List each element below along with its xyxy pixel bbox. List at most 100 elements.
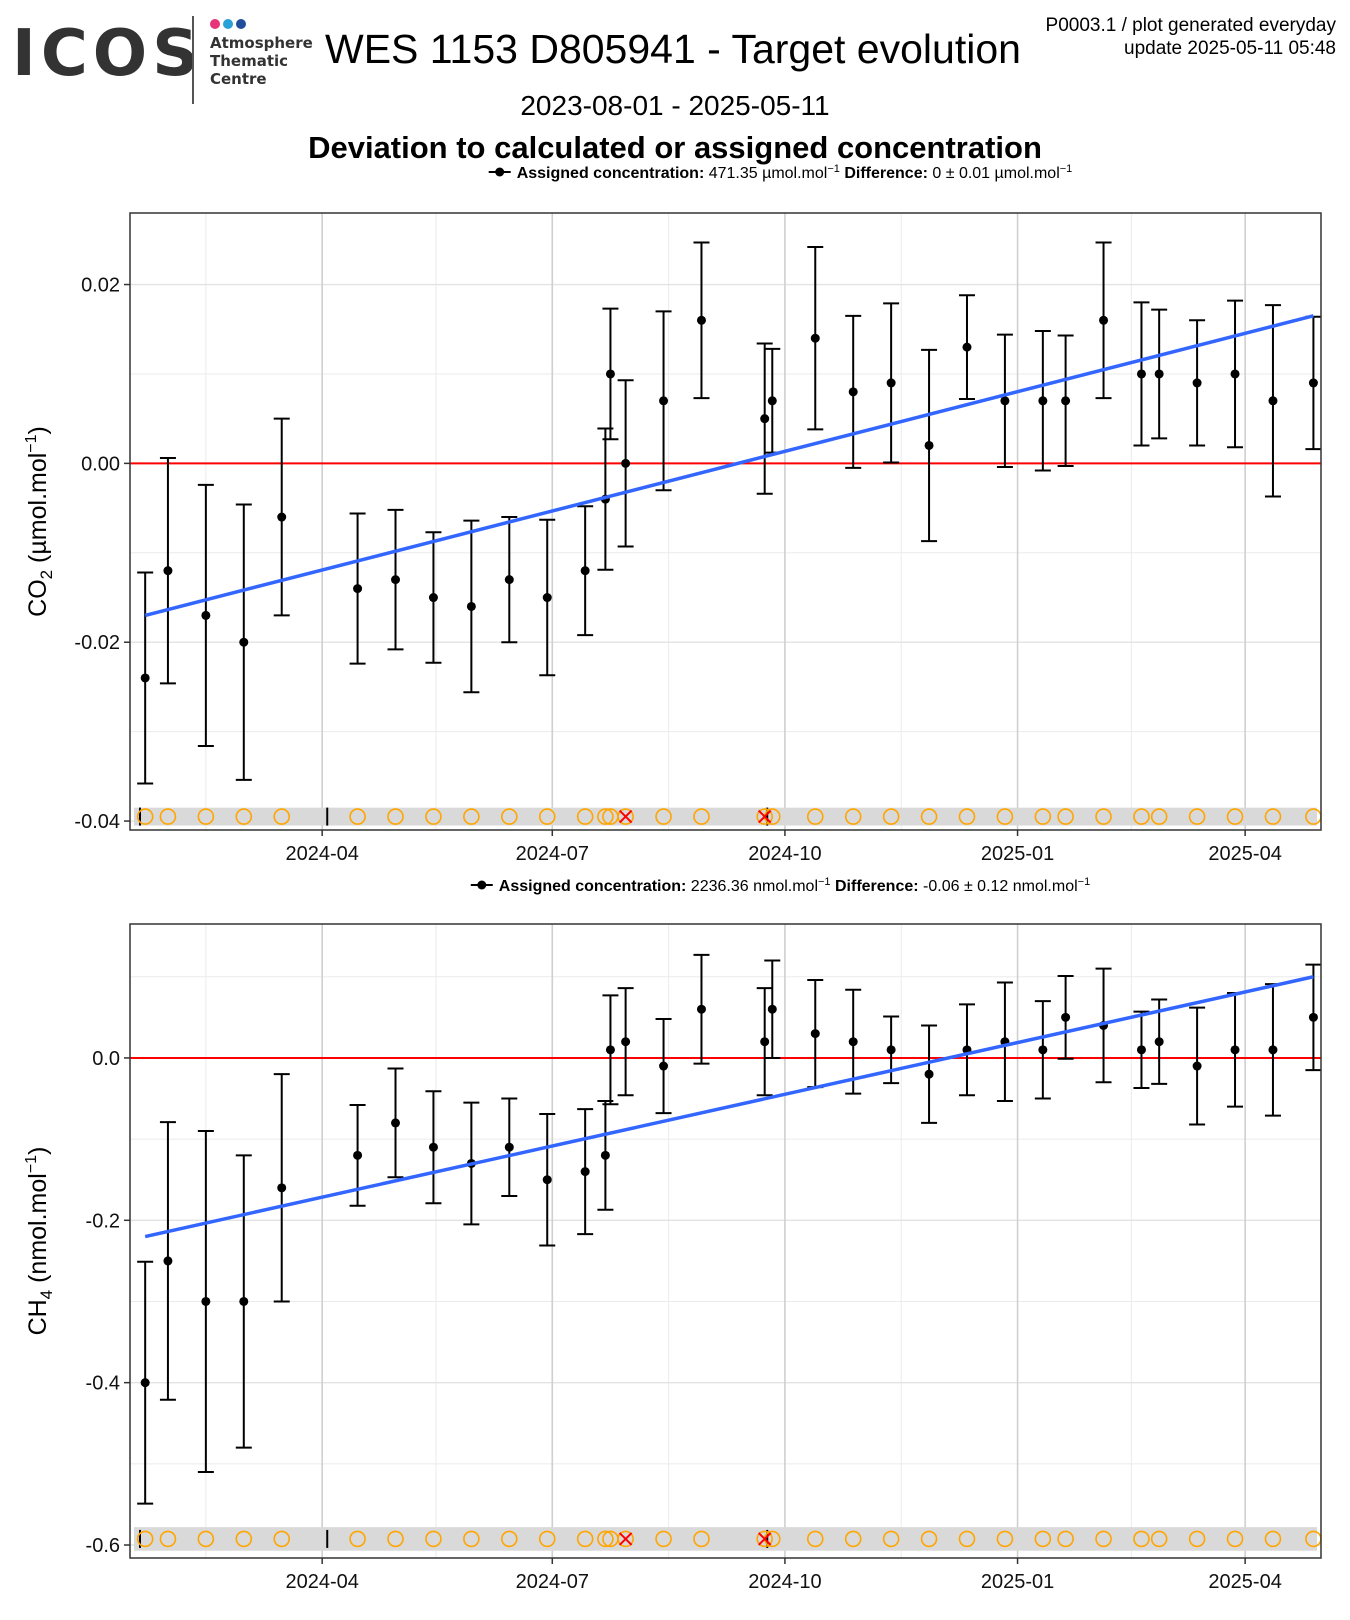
legend-text: Assigned concentration: 2236.36 nmol.mol… <box>499 876 1090 895</box>
data-point <box>848 1037 858 1047</box>
flag-circle <box>756 808 773 825</box>
data-point <box>428 593 438 603</box>
flag-circle <box>920 808 938 825</box>
flag-circle <box>1226 808 1244 825</box>
logo-dot-cyan <box>223 19 233 29</box>
flag-circle <box>136 1530 154 1548</box>
legend-text: Assigned concentration: 471.35 µmol.mol−… <box>517 163 1073 182</box>
logo-wordmark: ICOS <box>12 17 204 91</box>
data-point <box>1154 369 1164 379</box>
data-point <box>1038 1045 1048 1055</box>
data-point <box>239 1296 249 1306</box>
data-point <box>466 601 476 611</box>
data-point <box>428 1142 438 1152</box>
flag-band <box>134 807 1317 826</box>
flag-circle <box>197 808 215 825</box>
data-point <box>767 1004 777 1014</box>
data-point <box>1308 1012 1318 1022</box>
data-point <box>1192 378 1202 388</box>
flag-circle <box>1133 808 1150 825</box>
flag-circle <box>1188 808 1206 825</box>
data-point <box>1154 1037 1164 1047</box>
legend: Assigned concentration: 2236.36 nmol.mol… <box>470 876 1090 895</box>
data-point <box>886 1045 896 1055</box>
flag-circle <box>1226 1530 1244 1548</box>
y-tick-label: -0.2 <box>86 1210 120 1232</box>
data-point <box>239 637 249 647</box>
flag-cross <box>757 1532 772 1546</box>
flag-circle <box>387 1530 404 1548</box>
data-point <box>140 1378 150 1388</box>
flag-circle <box>235 1530 253 1548</box>
flag-circle <box>756 1530 773 1548</box>
logo-divider <box>192 16 194 104</box>
flag-band <box>134 1527 1317 1551</box>
x-tick-label: 2024-07 <box>516 1571 589 1593</box>
plot-id-line: P0003.1 / plot generated everyday <box>1045 15 1336 36</box>
flag-circle <box>463 1530 480 1548</box>
y-axis-label: CO2 (µmol.mol−1) <box>23 426 56 617</box>
y-axis-label: CH4 (nmol.mol−1) <box>23 1147 56 1336</box>
data-point <box>580 1167 590 1177</box>
data-point <box>163 566 173 576</box>
data-point <box>848 387 858 397</box>
flag-circle <box>1034 1530 1052 1548</box>
flag-circle <box>425 808 442 825</box>
x-tick-label: 2025-01 <box>981 843 1054 865</box>
flag-circle <box>693 1530 710 1548</box>
plot-meta: P0003.1 / plot generated everyday update… <box>1046 14 1336 60</box>
data-point <box>1136 369 1146 379</box>
data-point <box>1099 315 1109 325</box>
plot-border <box>129 212 1322 831</box>
flag-circle <box>1095 1530 1112 1548</box>
flag-cross <box>618 809 633 824</box>
chart-panel-ch4: 0.0 -0.2 -0.4 -0.6 2024-04 2024-07 2024-10 2025… <box>23 876 1322 1593</box>
data-point <box>696 315 706 325</box>
flag-circle <box>136 808 154 825</box>
data-point <box>605 1045 615 1055</box>
data-point <box>353 584 363 594</box>
data-point <box>1268 396 1278 406</box>
flag-cross <box>757 809 772 824</box>
logo-sub-line: Thematic <box>210 52 289 70</box>
x-tick-label: 2025-04 <box>1208 1571 1281 1593</box>
flag-circle <box>273 808 291 825</box>
flag-circle <box>958 808 976 825</box>
flag-cross <box>618 1532 633 1546</box>
data-point <box>277 512 287 522</box>
flag-circle <box>617 808 634 825</box>
flag-circle <box>806 1530 824 1548</box>
data-point <box>962 342 972 352</box>
data-point <box>1136 1045 1146 1055</box>
flag-circle <box>806 808 824 825</box>
data-point <box>924 440 934 450</box>
plot-area <box>130 924 1321 1558</box>
trend-line <box>144 975 1314 1239</box>
flag-circle <box>197 1530 215 1548</box>
legend: Assigned concentration: 471.35 µmol.mol−… <box>488 163 1073 182</box>
data-point <box>659 1061 669 1071</box>
data-point <box>391 1118 401 1128</box>
flag-circle <box>617 1530 634 1548</box>
flag-circle <box>1188 1530 1206 1548</box>
data-point <box>605 369 615 379</box>
flag-circle <box>1150 808 1168 825</box>
data-point <box>277 1183 287 1193</box>
chart-panel-co2: 0.02 0.00 -0.02 -0.04 2024-04 2024-07 2024-10 2… <box>23 163 1322 865</box>
data-point <box>163 1256 173 1266</box>
flag-circle <box>159 808 177 825</box>
trend-line <box>144 314 1314 618</box>
data-point <box>580 566 590 576</box>
data-point <box>1000 396 1010 406</box>
logo-dot-pink <box>210 19 220 29</box>
data-point <box>1192 1061 1202 1071</box>
data-point <box>767 396 777 406</box>
flag-circle <box>349 1530 366 1548</box>
y-tick-label: -0.04 <box>74 811 120 833</box>
flag-circle <box>235 808 253 825</box>
x-tick-label: 2025-04 <box>1208 843 1281 865</box>
data-point <box>696 1004 706 1014</box>
data-point <box>621 1037 631 1047</box>
y-tick-label: -0.6 <box>86 1535 120 1557</box>
x-tick-label: 2024-10 <box>748 1571 821 1593</box>
